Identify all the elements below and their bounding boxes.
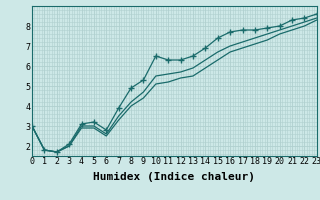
X-axis label: Humidex (Indice chaleur): Humidex (Indice chaleur) [93, 172, 255, 182]
